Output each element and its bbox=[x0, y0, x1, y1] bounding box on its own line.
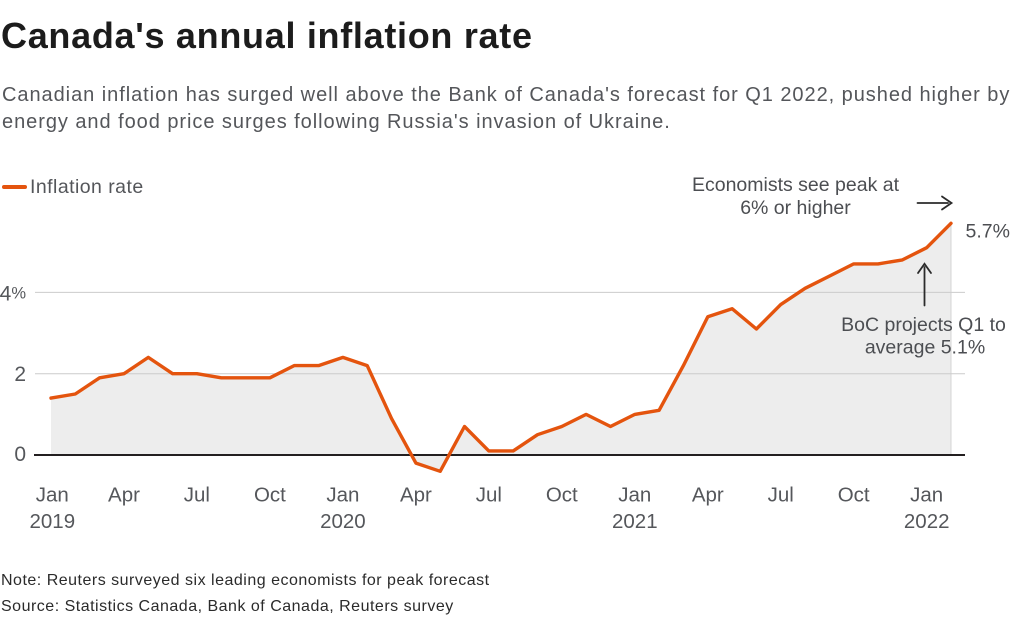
svg-text:Apr: Apr bbox=[400, 484, 432, 507]
svg-text:2: 2 bbox=[14, 363, 26, 386]
svg-text:BoC projects Q1 to: BoC projects Q1 to bbox=[841, 314, 1006, 336]
svg-text:5.7%: 5.7% bbox=[966, 221, 1010, 243]
svg-text:2020: 2020 bbox=[320, 510, 366, 533]
svg-text:Oct: Oct bbox=[546, 484, 578, 507]
svg-text:2022: 2022 bbox=[904, 510, 950, 533]
svg-text:Oct: Oct bbox=[838, 484, 870, 507]
svg-text:Jul: Jul bbox=[768, 484, 794, 507]
svg-text:average 5.1%: average 5.1% bbox=[865, 337, 985, 359]
svg-text:2019: 2019 bbox=[29, 510, 75, 533]
svg-text:Economists see peak at: Economists see peak at bbox=[692, 174, 900, 196]
svg-text:Jan: Jan bbox=[326, 484, 359, 507]
svg-text:Apr: Apr bbox=[108, 484, 140, 507]
svg-text:Oct: Oct bbox=[254, 484, 286, 507]
svg-text:Jan: Jan bbox=[618, 484, 651, 507]
svg-text:Jul: Jul bbox=[184, 484, 210, 507]
svg-text:6% or higher: 6% or higher bbox=[740, 197, 851, 219]
svg-text:2021: 2021 bbox=[612, 510, 658, 533]
svg-text:Apr: Apr bbox=[692, 484, 724, 507]
svg-text:4%: 4% bbox=[0, 283, 26, 306]
svg-text:Jul: Jul bbox=[476, 484, 502, 507]
svg-text:Jan: Jan bbox=[910, 484, 943, 507]
svg-text:0: 0 bbox=[14, 443, 26, 466]
svg-text:Jan: Jan bbox=[36, 484, 69, 507]
